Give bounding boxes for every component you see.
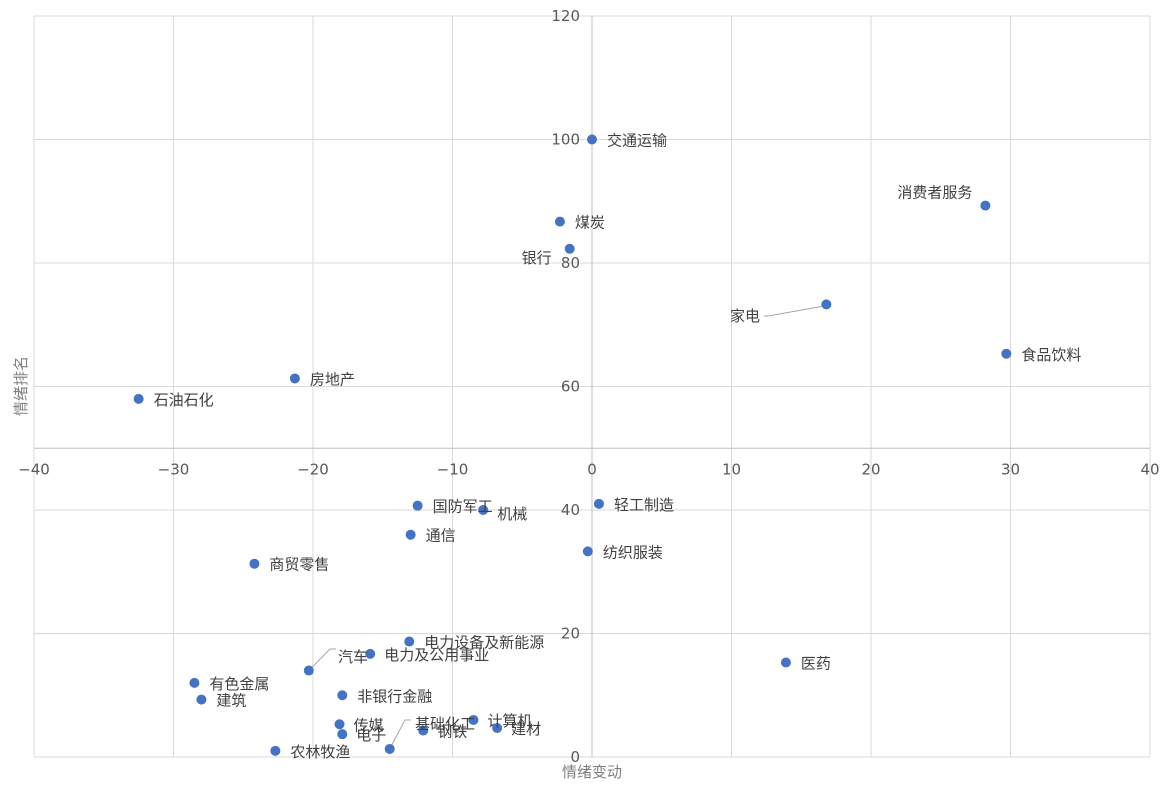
data-point <box>133 393 144 404</box>
data-label: 房地产 <box>310 370 355 388</box>
data-label: 钢铁 <box>437 722 467 740</box>
y-tick-label: 60 <box>561 378 580 396</box>
data-point <box>821 299 832 310</box>
data-label: 国防军工 <box>433 498 493 516</box>
y-tick-label: 80 <box>561 254 580 272</box>
x-tick-label: 20 <box>861 460 880 478</box>
x-tick-label: −40 <box>18 460 50 478</box>
y-tick-label: 40 <box>561 501 580 519</box>
tick-labels: −40 −30 −20 −10 0 10 20 30 40 0 20 40 60 80 100 120 <box>18 7 1159 766</box>
data-label: 商贸零售 <box>269 556 329 574</box>
x-axis-title: 情绪变动 <box>562 763 622 781</box>
data-point <box>478 505 489 515</box>
label-leader-line <box>311 648 336 668</box>
data-point <box>582 546 593 557</box>
data-label: 电力及公用事业 <box>384 646 489 664</box>
data-point <box>196 694 207 705</box>
label-leader-line <box>391 719 411 746</box>
data-point <box>418 725 429 736</box>
data-label: 传媒 <box>354 716 384 734</box>
data-label: 汽车 <box>338 648 368 666</box>
data-point <box>593 498 604 509</box>
data-point <box>303 665 314 676</box>
data-label: 基础化工 <box>415 715 475 733</box>
x-tick-label: −30 <box>158 460 190 478</box>
data-point <box>384 743 395 754</box>
data-point <box>780 657 791 668</box>
data-point <box>468 714 479 725</box>
data-label: 交通运输 <box>607 132 667 150</box>
data-point <box>404 636 415 647</box>
data-point <box>405 529 416 540</box>
data-point <box>980 200 991 211</box>
data-label: 石油石化 <box>154 391 214 409</box>
x-tick-label: 10 <box>722 460 741 478</box>
data-label: 煤炭 <box>575 214 605 232</box>
data-point <box>289 373 300 384</box>
y-tick-label: 20 <box>561 625 580 643</box>
data-point <box>587 134 597 145</box>
x-tick-label: −20 <box>297 460 329 478</box>
data-label: 非银行金融 <box>357 687 432 705</box>
data-point <box>334 719 345 730</box>
data-label: 食品饮料 <box>1021 346 1081 364</box>
y-tick-label: 0 <box>570 748 580 766</box>
data-point <box>365 648 376 659</box>
data-label: 建材 <box>511 720 541 738</box>
data-points <box>133 134 1012 756</box>
leader-lines <box>311 305 823 746</box>
data-label: 建筑 <box>216 692 246 710</box>
x-tick-label: −10 <box>437 460 469 478</box>
data-label: 家电 <box>730 307 760 325</box>
data-point <box>337 729 348 740</box>
data-point <box>337 690 348 701</box>
data-point <box>270 745 281 756</box>
data-label: 电子 <box>356 726 386 744</box>
x-tick-label: 40 <box>1140 460 1159 478</box>
data-label: 通信 <box>426 527 456 545</box>
data-point <box>412 500 423 511</box>
x-tick-label: 0 <box>587 460 597 478</box>
data-point <box>492 722 503 733</box>
label-leader-line <box>764 305 823 317</box>
data-point <box>189 677 200 688</box>
data-point <box>554 216 565 227</box>
data-label: 轻工制造 <box>614 496 674 514</box>
y-tick-label: 100 <box>551 131 580 149</box>
data-label: 有色金属 <box>209 675 269 693</box>
data-point <box>249 558 260 569</box>
data-label: 计算机 <box>487 712 532 730</box>
data-label: 医药 <box>801 655 831 673</box>
data-point <box>564 243 575 254</box>
data-label: 机械 <box>497 505 527 523</box>
data-label: 银行 <box>522 249 552 267</box>
x-tick-label: 30 <box>1001 460 1020 478</box>
data-label: 纺织服装 <box>603 543 663 561</box>
data-label: 消费者服务 <box>897 184 972 202</box>
data-label: 农林牧渔 <box>290 743 350 761</box>
y-tick-label: 120 <box>551 7 580 25</box>
data-point <box>1001 348 1012 359</box>
data-label: 电力设备及新能源 <box>424 634 544 652</box>
y-axis-title: 情绪排名 <box>12 356 30 416</box>
